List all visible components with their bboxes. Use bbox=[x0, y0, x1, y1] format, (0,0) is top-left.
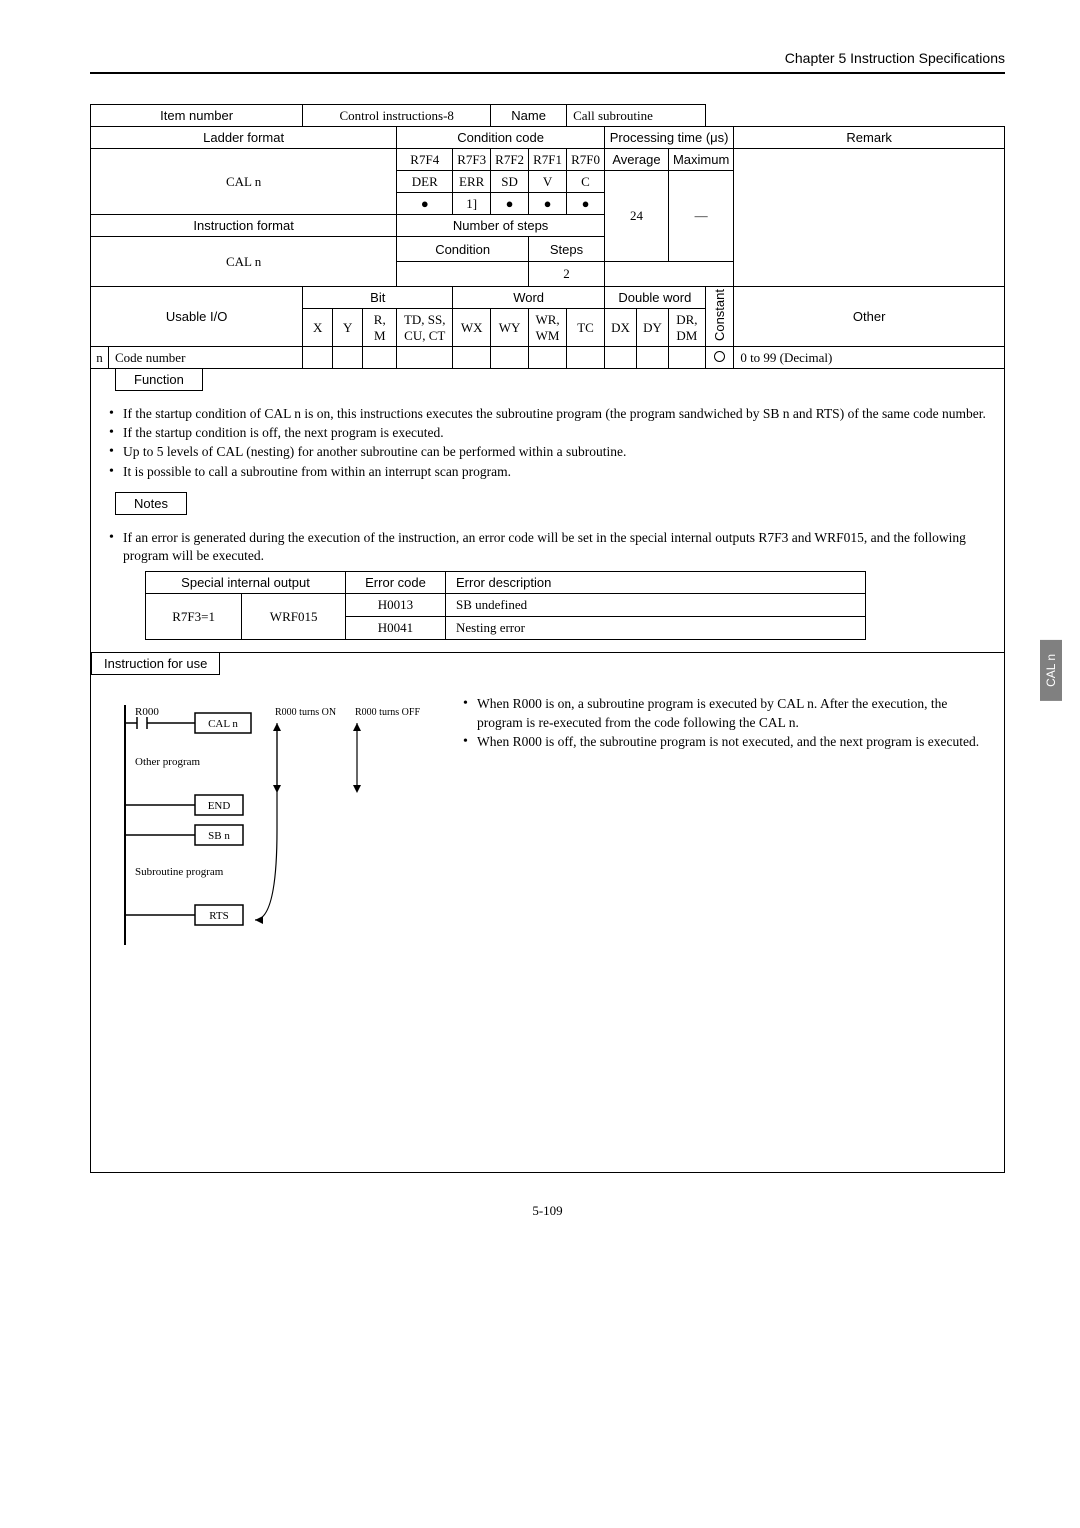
item-number-label: Item number bbox=[91, 105, 303, 127]
instr-bullet-1: When R000 is on, a subroutine program is… bbox=[477, 695, 990, 731]
svg-text:END: END bbox=[208, 800, 231, 812]
svg-text:CAL n: CAL n bbox=[208, 718, 238, 730]
err-c3a: SB undefined bbox=[446, 594, 866, 617]
r7f2: R7F2 bbox=[491, 149, 529, 171]
col-rm: R, M bbox=[363, 309, 397, 347]
proc-avg: 24 bbox=[604, 171, 668, 262]
instruction-format-label: Instruction format bbox=[91, 215, 397, 237]
err-h3: Error description bbox=[446, 572, 866, 594]
condition-val bbox=[397, 262, 529, 287]
item-number-value: Control instructions-8 bbox=[303, 105, 491, 127]
page-footer: 5-109 bbox=[90, 1203, 1005, 1219]
code-range: 0 to 99 (Decimal) bbox=[734, 347, 1005, 369]
err-h1: Special internal output bbox=[146, 572, 346, 594]
code-n: n bbox=[91, 347, 109, 369]
func-bullet-3: Up to 5 levels of CAL (nesting) for anot… bbox=[123, 443, 990, 461]
instruction-tab: Instruction for use bbox=[91, 652, 220, 675]
number-of-steps-label: Number of steps bbox=[397, 215, 605, 237]
func-bullet-1: If the startup condition of CAL n is on,… bbox=[123, 405, 990, 423]
dot1: ● bbox=[397, 193, 453, 215]
r7f1: R7F1 bbox=[529, 149, 567, 171]
sd: SD bbox=[491, 171, 529, 193]
dot3: ● bbox=[491, 193, 529, 215]
svg-text:R000 turns ON: R000 turns ON bbox=[275, 707, 336, 718]
col-wy: WY bbox=[491, 309, 529, 347]
proc-max: — bbox=[668, 171, 733, 262]
err-c2b: H0041 bbox=[346, 617, 446, 640]
col-wrwm: WR, WM bbox=[529, 309, 567, 347]
col-drdm: DR, DM bbox=[668, 309, 705, 347]
ladder-diagram: R000 CAL n Other program END SB n Subrou… bbox=[105, 695, 445, 955]
col-tc: TC bbox=[567, 309, 605, 347]
v: V bbox=[529, 171, 567, 193]
instr-bullet-2: When R000 is off, the subroutine program… bbox=[477, 733, 990, 751]
der: DER bbox=[397, 171, 453, 193]
name-label: Name bbox=[491, 105, 567, 127]
steps-val: 2 bbox=[529, 262, 605, 287]
function-section: Function If the startup condition of CAL… bbox=[90, 369, 1005, 653]
svg-text:R000: R000 bbox=[135, 706, 159, 718]
dot2: 1] bbox=[453, 193, 491, 215]
col-wx: WX bbox=[453, 309, 491, 347]
err-c3b: Nesting error bbox=[446, 617, 866, 640]
instruction-section: Instruction for use R000 CAL n Other pro… bbox=[90, 653, 1005, 1173]
dot4: ● bbox=[529, 193, 567, 215]
function-tab: Function bbox=[115, 369, 203, 391]
maximum-label: Maximum bbox=[668, 149, 733, 171]
dot5: ● bbox=[567, 193, 605, 215]
r7f4: R7F4 bbox=[397, 149, 453, 171]
svg-text:SB n: SB n bbox=[208, 830, 230, 842]
average-label: Average bbox=[604, 149, 668, 171]
condition-code-label: Condition code bbox=[397, 127, 605, 149]
func-bullet-2: If the startup condition is off, the nex… bbox=[123, 424, 990, 442]
r7f3: R7F3 bbox=[453, 149, 491, 171]
col-dx: DX bbox=[604, 309, 636, 347]
doubleword-label: Double word bbox=[604, 287, 705, 309]
c: C bbox=[567, 171, 605, 193]
err-h2: Error code bbox=[346, 572, 446, 594]
col-y: Y bbox=[333, 309, 363, 347]
func-bullet-4: It is possible to call a subroutine from… bbox=[123, 463, 990, 481]
notes-tab: Notes bbox=[115, 492, 187, 515]
err-c1a: R7F3=1 bbox=[146, 594, 242, 640]
usable-io-label: Usable I/O bbox=[91, 287, 303, 347]
col-dy: DY bbox=[636, 309, 668, 347]
other-label: Other bbox=[734, 287, 1005, 347]
spec-table: Item number Control instructions-8 Name … bbox=[90, 104, 1005, 369]
remark-label: Remark bbox=[734, 127, 1005, 149]
svg-text:RTS: RTS bbox=[209, 910, 229, 922]
ladder-format-label: Ladder format bbox=[91, 127, 397, 149]
instr-cal: CAL n bbox=[91, 237, 397, 287]
code-label: Code number bbox=[109, 347, 303, 369]
chapter-header: Chapter 5 Instruction Specifications bbox=[90, 50, 1005, 74]
name-value: Call subroutine bbox=[567, 105, 706, 127]
err-c1b: WRF015 bbox=[242, 594, 346, 640]
error-table: Special internal output Error code Error… bbox=[145, 571, 866, 640]
processing-time-label: Processing time (μs) bbox=[604, 127, 733, 149]
r7f0: R7F0 bbox=[567, 149, 605, 171]
col-x: X bbox=[303, 309, 333, 347]
err-c2a: H0013 bbox=[346, 594, 446, 617]
bit-label: Bit bbox=[303, 287, 453, 309]
constant-label: Constant bbox=[712, 289, 727, 341]
err: ERR bbox=[453, 171, 491, 193]
remark-cell bbox=[734, 149, 1005, 287]
ladder-cal: CAL n bbox=[91, 149, 397, 215]
notes-text: If an error is generated during the exec… bbox=[123, 529, 990, 565]
svg-text:R000 turns OFF: R000 turns OFF bbox=[355, 707, 420, 718]
condition-label: Condition bbox=[397, 237, 529, 262]
svg-text:Subroutine program: Subroutine program bbox=[135, 866, 224, 878]
steps-label: Steps bbox=[529, 237, 605, 262]
word-label: Word bbox=[453, 287, 605, 309]
svg-text:Other program: Other program bbox=[135, 756, 201, 768]
col-tdss: TD, SS, CU, CT bbox=[397, 309, 453, 347]
code-circle bbox=[705, 347, 734, 369]
